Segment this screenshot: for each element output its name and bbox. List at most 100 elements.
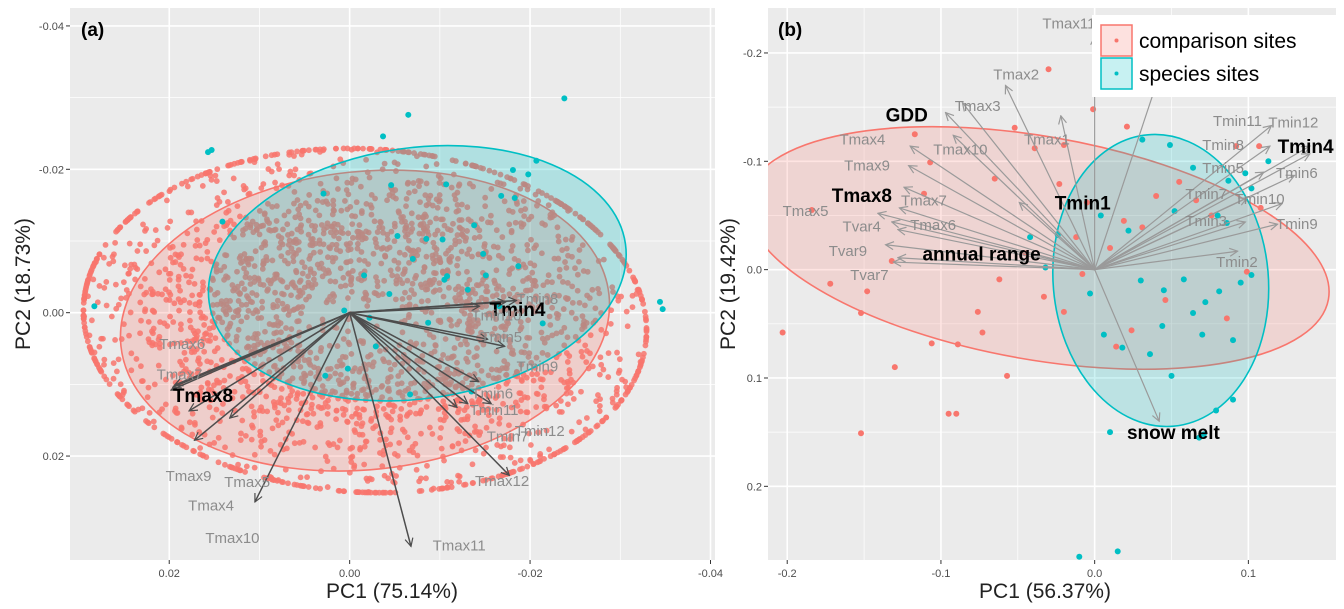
comparison-point bbox=[164, 197, 170, 204]
comparison-point bbox=[519, 292, 525, 299]
comparison-point bbox=[493, 285, 500, 292]
comparison-point bbox=[297, 474, 304, 481]
comparison-point bbox=[127, 266, 134, 272]
comparison-point bbox=[263, 393, 270, 400]
comparison-point bbox=[387, 267, 394, 274]
comparison-point bbox=[278, 370, 285, 377]
comparison-point bbox=[420, 268, 427, 275]
y-tick-label: -0.1 bbox=[743, 156, 762, 168]
comparison-point bbox=[175, 283, 182, 290]
comparison-point bbox=[285, 399, 292, 406]
comparison-point bbox=[86, 343, 93, 350]
comparison-point bbox=[954, 341, 961, 348]
comparison-point bbox=[177, 358, 183, 365]
comparison-point bbox=[493, 267, 500, 274]
comparison-point bbox=[383, 436, 389, 443]
species-point bbox=[656, 298, 663, 305]
comparison-point bbox=[167, 291, 174, 298]
comparison-point bbox=[1162, 296, 1169, 303]
species-point bbox=[444, 273, 451, 280]
species-point bbox=[1230, 396, 1237, 403]
comparison-point bbox=[579, 434, 586, 440]
comparison-point bbox=[290, 258, 297, 265]
comparison-point bbox=[478, 216, 485, 222]
comparison-point bbox=[194, 173, 201, 180]
comparison-point bbox=[324, 484, 331, 490]
comparison-point bbox=[607, 320, 614, 327]
comparison-point bbox=[311, 270, 317, 277]
comparison-point bbox=[92, 358, 99, 365]
comparison-point bbox=[305, 231, 312, 238]
comparison-point bbox=[430, 485, 437, 492]
comparison-point bbox=[280, 479, 286, 486]
species-point bbox=[1265, 158, 1272, 165]
comparison-point bbox=[106, 260, 113, 267]
comparison-point bbox=[333, 175, 340, 182]
comparison-point bbox=[603, 414, 610, 421]
comparison-point bbox=[380, 405, 387, 412]
comparison-point bbox=[330, 197, 337, 204]
comparison-point bbox=[174, 439, 180, 445]
comparison-point bbox=[858, 430, 865, 437]
comparison-point bbox=[212, 335, 219, 341]
comparison-point bbox=[277, 356, 284, 362]
comparison-point bbox=[598, 361, 605, 368]
comparison-point bbox=[342, 282, 349, 289]
comparison-point bbox=[166, 277, 173, 283]
comparison-point bbox=[109, 253, 116, 260]
comparison-point bbox=[556, 273, 563, 280]
comparison-point bbox=[545, 272, 552, 279]
comparison-point bbox=[211, 439, 218, 446]
comparison-point bbox=[579, 242, 586, 248]
comparison-point bbox=[102, 242, 109, 248]
vector-label: Tmin7 bbox=[487, 429, 529, 446]
comparison-point bbox=[643, 316, 649, 322]
comparison-point bbox=[411, 291, 417, 298]
comparison-point bbox=[368, 415, 375, 422]
comparison-point bbox=[1004, 372, 1011, 379]
comparison-point bbox=[435, 317, 442, 324]
vector-label: Tmin7 bbox=[1185, 186, 1227, 203]
comparison-point bbox=[406, 401, 413, 408]
comparison-point bbox=[544, 334, 551, 341]
comparison-point bbox=[117, 381, 124, 388]
comparison-point bbox=[391, 361, 398, 368]
comparison-point bbox=[299, 259, 305, 266]
comparison-point bbox=[446, 284, 452, 291]
y-tick-label: 0.00 bbox=[43, 308, 64, 320]
comparison-point bbox=[167, 218, 174, 225]
comparison-point bbox=[251, 409, 257, 415]
comparison-point bbox=[779, 329, 786, 336]
vector-label: Tmax11 bbox=[433, 538, 486, 555]
comparison-point bbox=[354, 245, 361, 252]
comparison-point bbox=[410, 180, 417, 186]
comparison-point bbox=[80, 315, 87, 322]
comparison-point bbox=[572, 210, 579, 217]
comparison-point bbox=[189, 175, 196, 182]
vector-label: Tmin12 bbox=[1268, 114, 1318, 131]
panel-a-y-axis-title: PC2 (18.73%) bbox=[12, 218, 35, 350]
comparison-point bbox=[493, 348, 500, 355]
comparison-point bbox=[298, 310, 304, 317]
comparison-point bbox=[1153, 192, 1160, 199]
comparison-point bbox=[361, 406, 367, 413]
comparison-point bbox=[81, 324, 88, 331]
vector-label: Tmin9 bbox=[517, 358, 559, 375]
comparison-point bbox=[419, 352, 426, 359]
species-point bbox=[1139, 136, 1146, 143]
comparison-point bbox=[394, 452, 401, 459]
comparison-point bbox=[448, 479, 455, 486]
comparison-point bbox=[416, 488, 423, 494]
comparison-point bbox=[291, 188, 298, 195]
comparison-point bbox=[426, 424, 433, 431]
comparison-point bbox=[458, 248, 465, 255]
comparison-point bbox=[317, 180, 324, 187]
comparison-point bbox=[392, 296, 399, 303]
comparison-point bbox=[280, 226, 286, 233]
comparison-point bbox=[275, 422, 282, 429]
species-point bbox=[1213, 407, 1220, 414]
comparison-point bbox=[200, 452, 207, 459]
comparison-point bbox=[127, 309, 134, 316]
comparison-point bbox=[370, 425, 377, 432]
comparison-point bbox=[268, 152, 275, 159]
